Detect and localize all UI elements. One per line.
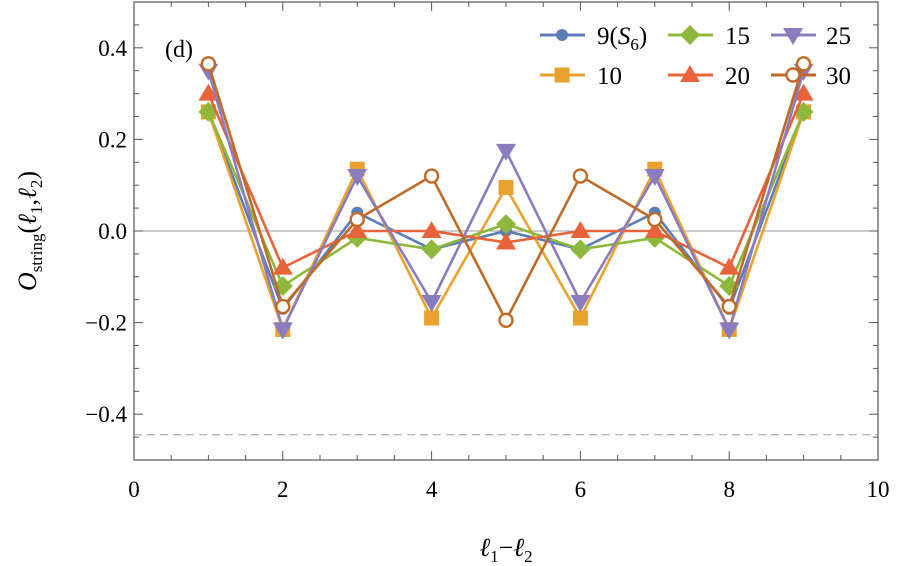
data-point bbox=[498, 312, 514, 329]
legend-label: 25 bbox=[826, 23, 851, 50]
data-point bbox=[570, 294, 591, 312]
y-tick-label: −0.4 bbox=[85, 402, 127, 427]
legend-item: 9(S6) bbox=[540, 23, 647, 54]
legend-item: 20 bbox=[668, 63, 750, 90]
x-tick-label: 0 bbox=[128, 477, 140, 502]
data-point bbox=[198, 83, 219, 101]
x-tick-label: 8 bbox=[723, 477, 735, 502]
data-point bbox=[647, 211, 663, 228]
y-tick-label: 0.2 bbox=[98, 127, 127, 152]
legend-item: 10 bbox=[540, 63, 622, 90]
data-point bbox=[496, 232, 516, 250]
y-tick-label: 0.4 bbox=[98, 36, 127, 61]
data-point bbox=[272, 322, 293, 340]
y-tick-label: −0.2 bbox=[85, 311, 127, 336]
legend-label: 10 bbox=[597, 63, 622, 90]
data-point bbox=[570, 239, 591, 260]
data-point bbox=[272, 257, 293, 275]
reference-lines bbox=[134, 230, 878, 436]
legend-label: 15 bbox=[725, 23, 750, 50]
x-tick-label: 6 bbox=[575, 477, 587, 502]
data-point bbox=[424, 310, 440, 326]
series-5 bbox=[200, 56, 812, 329]
data-point bbox=[572, 168, 589, 184]
series-3 bbox=[198, 83, 814, 275]
legend-swatch-marker bbox=[556, 29, 568, 41]
series-group bbox=[198, 56, 814, 340]
legend-label: 9(S6) bbox=[597, 23, 647, 54]
data-point bbox=[496, 143, 516, 161]
tick-labels: 0 2 4 6 8 10 0.4 0.2 0.0 −0.2 −0.4 bbox=[85, 36, 889, 502]
legend-item: 25 bbox=[771, 23, 851, 50]
data-point bbox=[349, 211, 365, 228]
legend-swatch-marker bbox=[680, 25, 700, 45]
x-tick-label: 10 bbox=[867, 477, 890, 502]
legend-label: 20 bbox=[725, 63, 750, 90]
series-line bbox=[207, 111, 805, 311]
legend-label: 30 bbox=[826, 63, 851, 90]
legend-swatch-marker bbox=[680, 65, 700, 82]
data-point bbox=[572, 310, 588, 326]
y-tick-label: 0.0 bbox=[98, 219, 127, 244]
legend: 9(S6) 15 25 10 20 30 bbox=[540, 23, 851, 90]
legend-swatch-marker bbox=[554, 67, 570, 83]
legend-item: 30 bbox=[771, 63, 851, 90]
legend-swatch-marker bbox=[785, 67, 801, 83]
y-axis-title: Ostring(ℓ1,ℓ2) bbox=[13, 171, 46, 291]
data-point bbox=[719, 257, 740, 275]
legend-swatch-marker bbox=[783, 28, 803, 45]
data-point bbox=[421, 239, 442, 260]
data-point bbox=[496, 214, 516, 235]
x-tick-label: 4 bbox=[426, 477, 438, 502]
panel-label: (d) bbox=[165, 37, 193, 63]
data-point bbox=[347, 169, 368, 187]
data-point bbox=[644, 221, 665, 238]
legend-item: 15 bbox=[668, 23, 750, 50]
data-point bbox=[275, 298, 291, 315]
data-point bbox=[719, 322, 740, 340]
data-point bbox=[421, 294, 442, 312]
data-point bbox=[498, 179, 514, 195]
data-point bbox=[421, 221, 442, 238]
data-point bbox=[793, 83, 814, 101]
x-tick-label: 2 bbox=[277, 477, 289, 502]
data-point bbox=[644, 169, 665, 187]
axis-ticks bbox=[133, 1, 879, 461]
data-point bbox=[423, 168, 440, 184]
data-point bbox=[570, 221, 591, 238]
data-point bbox=[200, 56, 217, 72]
data-point bbox=[721, 298, 737, 315]
x-axis-title: ℓ1−ℓ2 bbox=[479, 533, 532, 566]
series-2 bbox=[198, 101, 814, 296]
data-point bbox=[347, 221, 368, 238]
series-0 bbox=[202, 105, 810, 315]
data-point bbox=[795, 56, 812, 72]
